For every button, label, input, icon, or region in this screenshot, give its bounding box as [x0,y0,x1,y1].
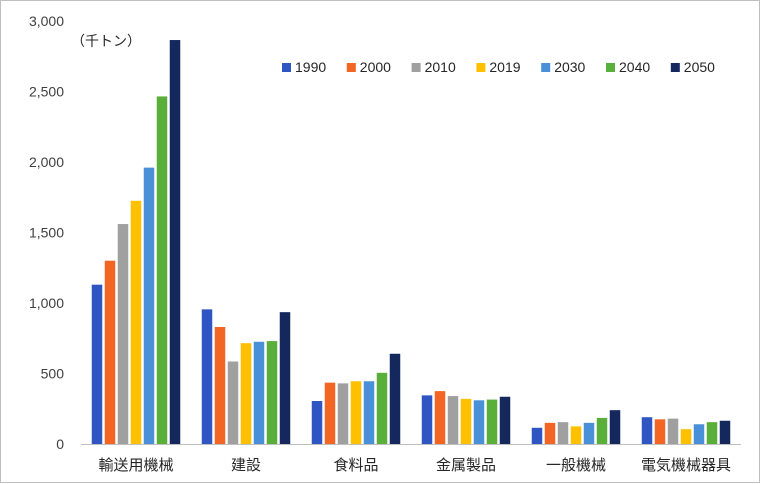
legend-swatch-2010 [411,63,421,72]
legend: 1990 2000 2010 2019 2030 2040 2050 [282,59,715,75]
bar-2019 [130,200,142,444]
category-label: 電気機械器具 [641,456,731,474]
legend-label-2040: 2040 [619,59,650,75]
legend-swatch-2019 [476,63,486,72]
bar-2040 [706,422,718,444]
legend-label-2030: 2030 [554,59,585,75]
y-tick-label: 1,500 [29,225,64,241]
bar-1990 [91,284,103,444]
category-label: 金属製品 [436,456,496,474]
bar-2010 [337,383,349,444]
bar-2010 [667,418,679,444]
bar-1990 [201,309,213,444]
bar-1990 [421,395,433,444]
bar-2010 [447,396,459,444]
bar-2010 [117,224,129,444]
x-axis-categories: 輸送用機械 建設 食料品 金属製品 一般機械 電気機械器具 [98,456,731,474]
bar-2000 [214,326,226,444]
bar-2030 [143,167,155,444]
bar-2040 [376,372,388,444]
category-label: 食料品 [333,456,378,474]
unit-label: （千トン） [71,34,141,50]
bar-2000 [104,260,116,444]
bar-1990 [641,417,653,444]
y-tick-label: 0 [56,436,64,452]
bar-2050 [389,353,401,444]
legend-label-2000: 2000 [360,59,391,75]
bar-2050 [279,312,291,444]
bar-2040 [486,399,498,444]
bar-2030 [583,422,595,444]
bar-2030 [693,424,705,444]
bar-2019 [350,381,362,444]
bar-1990 [311,401,323,444]
category-label: 輸送用機械 [98,456,173,474]
legend-swatch-1990 [282,63,291,72]
bar-2019 [460,398,472,444]
category-label: 建設 [231,456,261,474]
bar-2050 [719,420,731,444]
bar-2050 [609,410,621,444]
legend-swatch-2030 [541,63,551,72]
bar-2040 [596,417,608,444]
legend-label-2050: 2050 [684,59,715,75]
bar-2000 [324,382,336,444]
bar-2030 [363,381,375,444]
legend-swatch-2000 [346,63,356,72]
bar-2000 [654,419,666,444]
bar-2000 [434,391,446,445]
category-label: 一般機械 [546,456,606,474]
legend-label-2019: 2019 [489,59,520,75]
bar-2000 [544,422,556,444]
bar-2050 [499,396,511,444]
bar-2040 [156,96,168,444]
bar-2010 [557,422,569,444]
bar-2010 [227,361,239,444]
bars [91,40,731,445]
bar-2019 [570,426,582,445]
bar-1990 [531,427,543,444]
bar-2019 [680,429,692,444]
legend-label-1990: 1990 [295,59,326,75]
bar-2030 [253,341,265,444]
y-tick-label: 2,500 [29,84,64,100]
y-tick-label: 500 [41,366,65,382]
y-tick-label: 3,000 [29,13,64,29]
legend-swatch-2040 [606,63,615,72]
y-tick-label: 2,000 [29,154,64,170]
bar-2030 [473,400,485,444]
bar-2019 [240,343,252,444]
bar-2040 [266,341,278,444]
y-axis: 0 500 1,000 1,500 2,000 2,500 3,000 [29,13,64,452]
legend-label-2010: 2010 [425,59,456,75]
legend-swatch-2050 [670,63,680,72]
y-tick-label: 1,000 [29,295,64,311]
bar-2050 [169,40,181,444]
